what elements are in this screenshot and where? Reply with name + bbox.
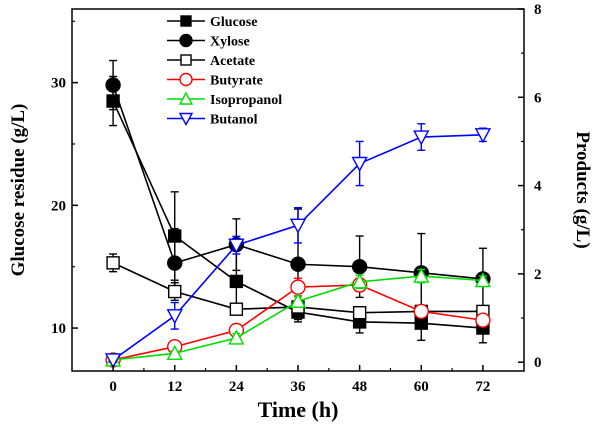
data-point	[180, 15, 192, 27]
data-point	[352, 306, 367, 320]
data-point	[289, 218, 307, 234]
legend-item-xylose: Xylose	[167, 33, 250, 50]
data-point	[166, 344, 183, 361]
data-point	[179, 72, 193, 87]
legend-label: Butanol	[210, 113, 258, 128]
legend-label: Isopropanol	[210, 93, 282, 108]
data-point	[229, 274, 244, 289]
series-butanol	[104, 123, 492, 369]
data-point	[228, 329, 245, 345]
y2-tick-label: 2	[534, 267, 542, 283]
data-point	[178, 112, 194, 126]
data-point	[229, 302, 244, 316]
legend-label: Glucose	[210, 15, 257, 30]
y2-tick-label: 4	[534, 179, 542, 195]
x-tick-label: 36	[291, 379, 307, 395]
data-point	[351, 156, 368, 172]
data-point	[413, 267, 430, 283]
data-point	[413, 130, 430, 146]
series-layer	[104, 59, 492, 369]
data-point	[351, 258, 368, 275]
x-tick-label: 60	[414, 379, 429, 395]
data-point	[178, 91, 194, 105]
legend-item-glucose: Glucose	[167, 15, 257, 30]
data-point	[228, 238, 245, 254]
data-point	[290, 256, 306, 272]
data-point	[104, 353, 122, 369]
legend-item-butanol: Butanol	[167, 113, 258, 128]
x-axis-title: Time (h)	[258, 397, 339, 422]
data-point	[179, 33, 193, 48]
x-tick-label: 0	[109, 379, 117, 395]
y-axis-title: Glucose residue (g/L)	[8, 104, 29, 277]
legend-item-butyrate: Butyrate	[167, 72, 263, 89]
data-point	[180, 54, 192, 66]
y2-tick-label: 8	[534, 2, 542, 18]
y-tick-label: 30	[51, 76, 66, 92]
data-point	[475, 312, 491, 328]
data-point	[168, 284, 182, 299]
x-tick-label: 72	[475, 379, 490, 395]
data-point	[290, 279, 306, 295]
y2-tick-label: 6	[534, 90, 542, 106]
data-point	[289, 292, 307, 308]
y2-axis-title: Products (g/L)	[572, 131, 593, 248]
data-point	[166, 309, 183, 325]
data-point	[105, 77, 121, 93]
x-tick-label: 24	[229, 379, 245, 395]
data-point	[351, 273, 368, 289]
data-point	[474, 272, 492, 288]
data-point	[167, 255, 183, 271]
y-tick-label: 20	[51, 198, 66, 214]
legend-label: Acetate	[210, 54, 255, 69]
legend-item-isopropanol: Isopropanol	[167, 91, 282, 108]
data-point	[106, 256, 120, 270]
legend-label: Xylose	[210, 35, 250, 50]
x-tick-label: 12	[167, 379, 182, 395]
y-tick-label: 10	[51, 321, 66, 337]
legend-item-acetate: Acetate	[167, 54, 255, 69]
x-tick-label: 48	[352, 379, 367, 395]
data-point	[413, 303, 429, 320]
data-point	[474, 128, 492, 144]
legend-label: Butyrate	[210, 74, 263, 89]
legend: Glucose Xylose Acetate Butyrate Isopropanol B…	[167, 15, 282, 128]
y2-tick-label: 0	[534, 355, 542, 371]
